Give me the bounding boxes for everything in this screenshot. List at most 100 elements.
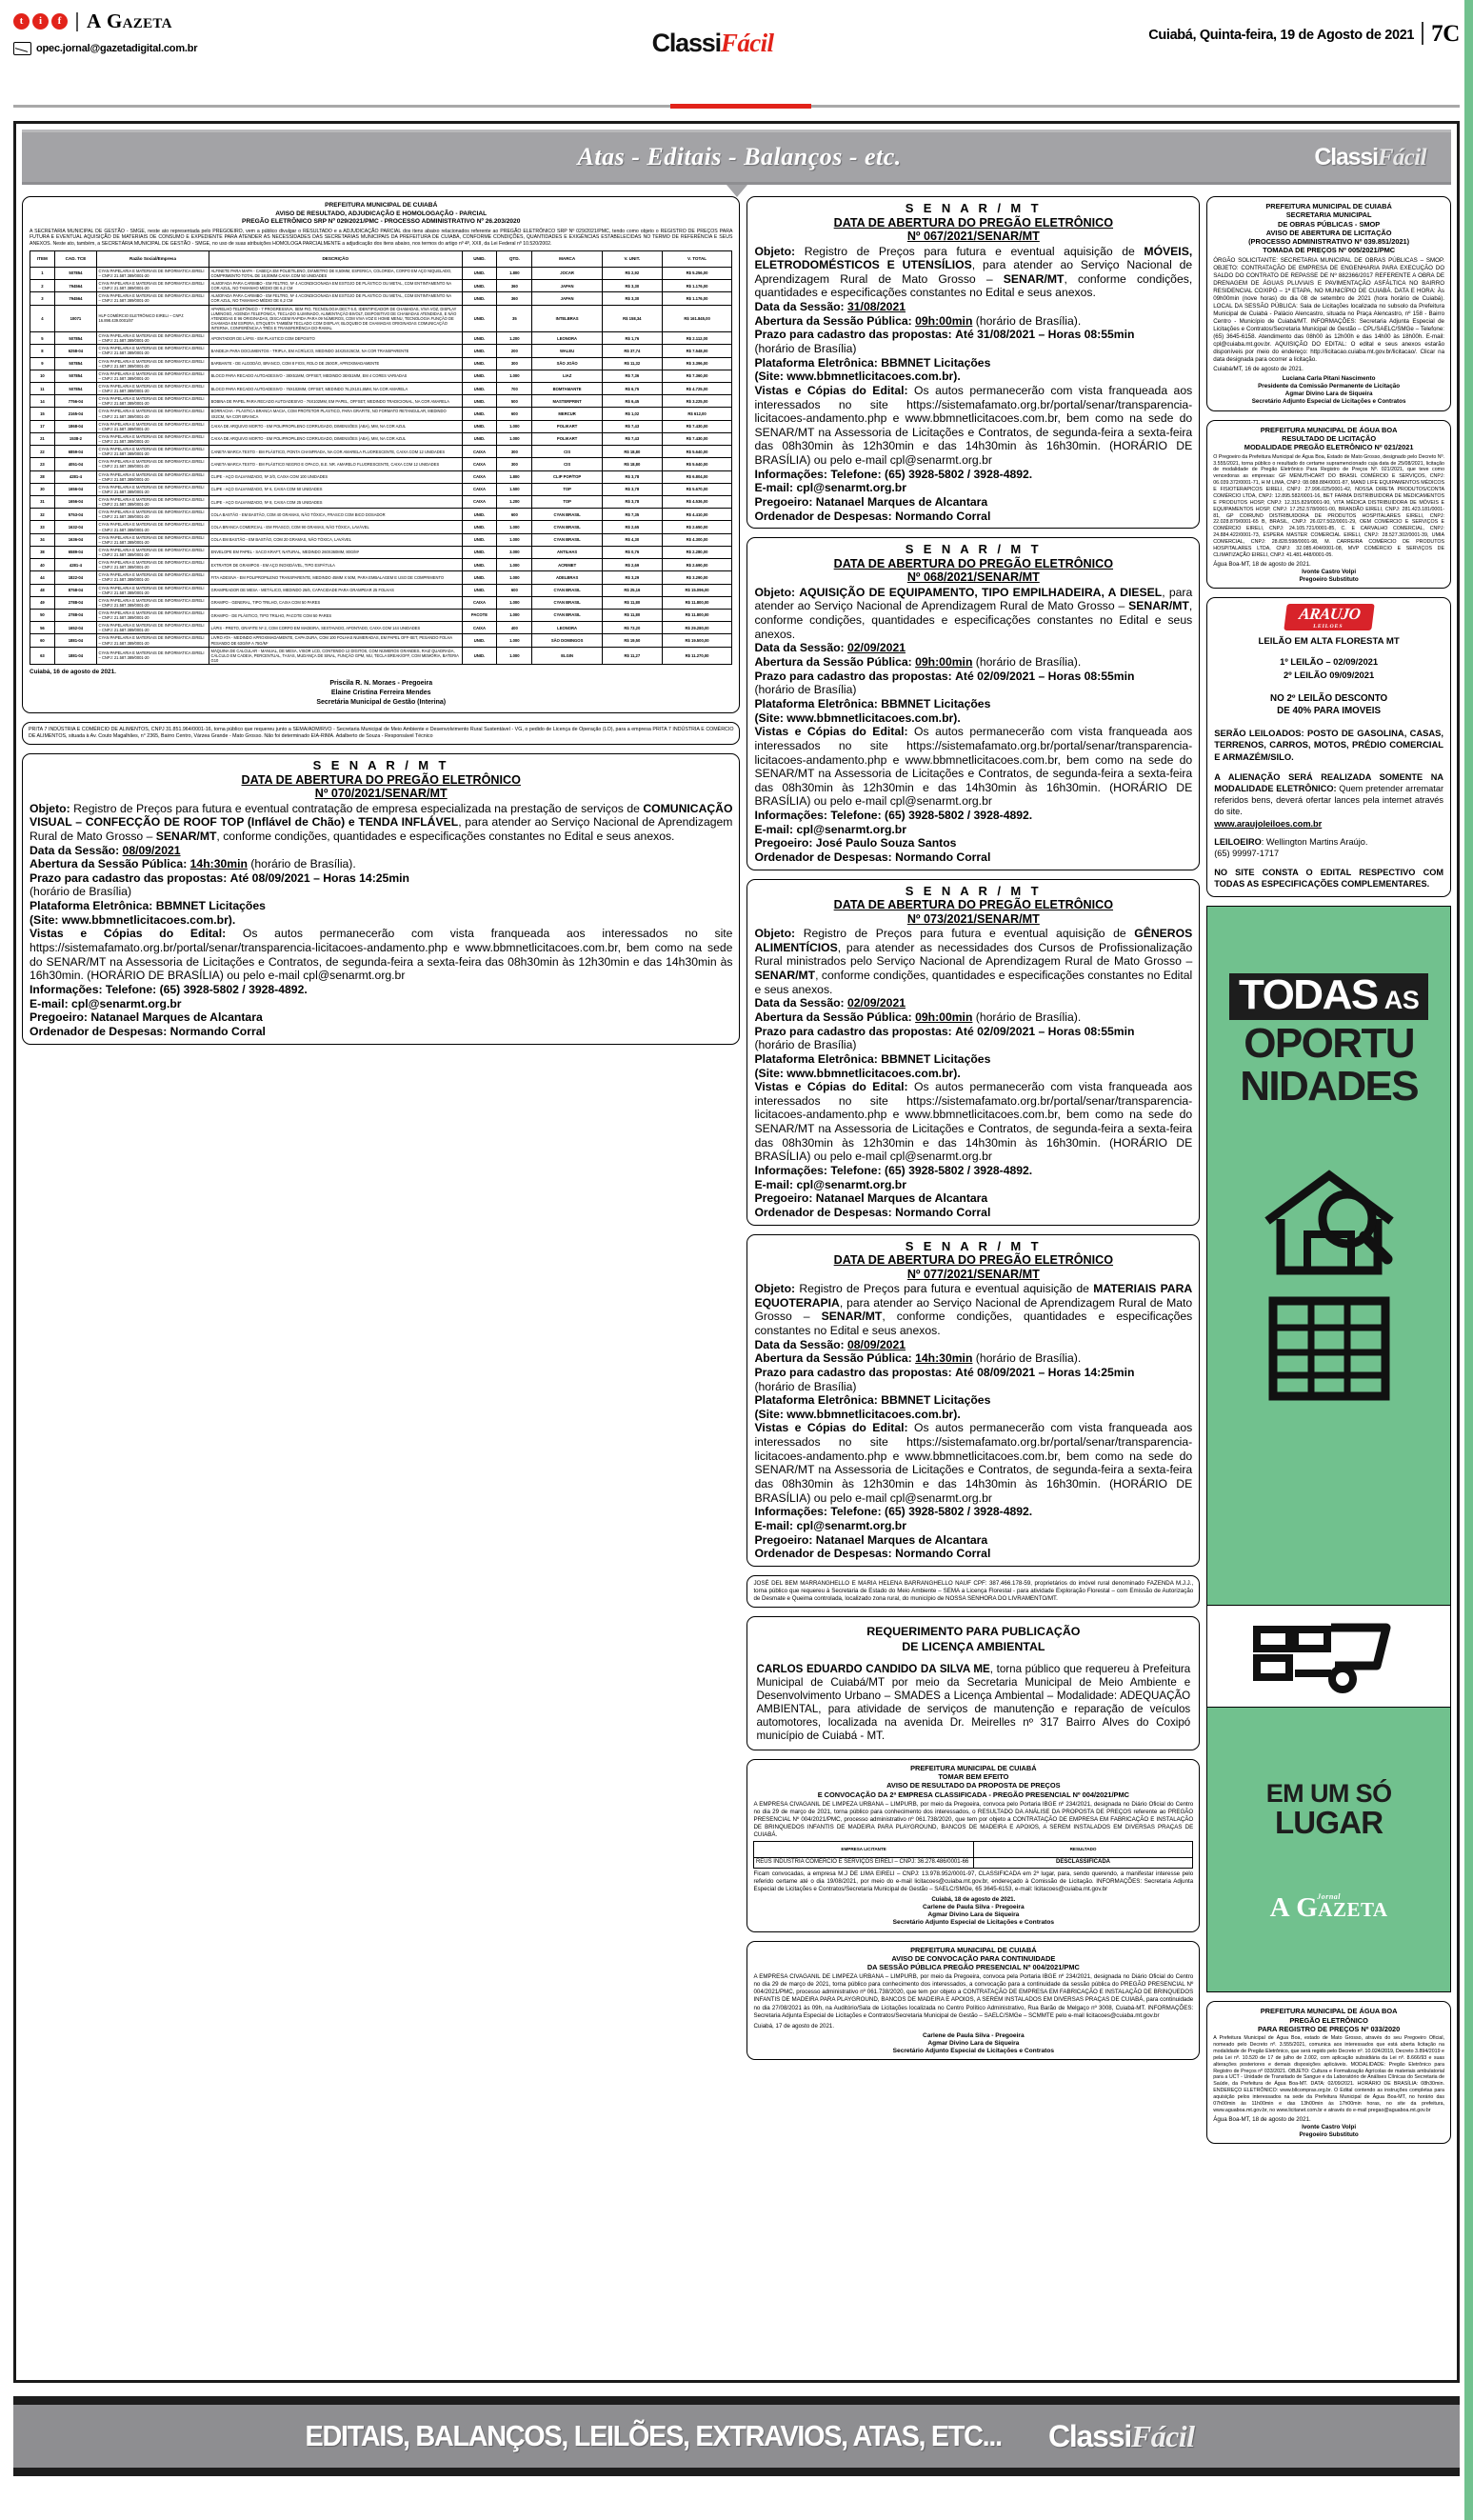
table-cell: 1.000 <box>496 532 533 547</box>
field-value: 02/09/2021 <box>847 641 906 655</box>
smop-heading: PREFEITURA MUNICIPAL DE CUIABÁ SECRETARIA… <box>1213 202 1444 255</box>
table-cell: CAIXA DE ARQUIVO MORTO - EM POLIPROPILEN… <box>209 431 463 447</box>
table-row: 63 1881-04 CYAN PAPELARIA E MATERIAIS DE I… <box>30 646 733 665</box>
table-cell: 1.800 <box>496 470 533 484</box>
table-cell: CYAN PAPELARIA E MATERIAIS DE INFORMATIC… <box>96 583 210 597</box>
senar-objeto: Objeto: AQUISIÇÃO DE EQUIPAMENTO, TIPO E… <box>754 585 1193 641</box>
table-cell: ADELBRAS <box>531 570 603 585</box>
table-cell: 1656-04 <box>53 494 98 510</box>
senar-heading: S E N A R / M T DATA DE ABERTURA DO PREGÃ… <box>30 758 732 801</box>
bidding-results-table: ITEM CAD. TCE Razão Social/Empresa DESCRIÇÃ… <box>30 250 733 665</box>
leilao-auctioneer: LEILOEIRO: Wellington Martins Araújo. (6… <box>1214 837 1443 860</box>
table-cell: 794564 <box>53 291 98 306</box>
field-value: BBMNET Licitações <box>881 696 991 710</box>
senar-pregoeiro: Pregoeiro: José Paulo Souza Santos <box>754 836 1192 850</box>
senar-email: E-mail: cpl@senarmt.org.br <box>754 1519 1192 1533</box>
table-cell: 8 <box>30 344 55 358</box>
field-value: BBMNET Licitações <box>881 1393 991 1408</box>
field-label: Abertura da Sessão Pública: <box>754 313 912 328</box>
leilao-site-link[interactable]: www.araujoleiloes.com.br <box>1214 818 1323 829</box>
field-value: 09h:00min <box>915 1010 973 1024</box>
leilao-modality: A ALIENAÇÃO SERÁ REALIZADA SOMENTE NA MO… <box>1214 772 1443 818</box>
table-cell: 60 <box>30 633 55 648</box>
field-value: (Site: www.bbmnetlicitacoes.com.br). <box>754 710 961 725</box>
senar-pregoeiro-text: Pregoeiro: Natanael Marques de Alcantara <box>754 1191 988 1206</box>
table-cell: R$ 3,78 <box>601 470 663 484</box>
table-cell: SÃO DOMINGOS <box>531 633 603 648</box>
table-cell: R$ 5.640,00 <box>661 445 733 459</box>
building-icon <box>1268 1296 1390 1401</box>
table-cell: 23 <box>30 457 55 471</box>
table-cell: UNID. <box>461 356 498 370</box>
table-cell: CYAN PAPELARIA E MATERIAIS DE INFORMATIC… <box>96 482 210 496</box>
email-row: opec.jornal@gazetadigital.com.br <box>13 42 375 55</box>
ad-todas-oportunidades[interactable]: TODAS AS OPORTU NIDADES <box>1206 906 1452 1607</box>
table-cell: 507854 <box>53 266 98 281</box>
senar-email: E-mail: cpl@senarmt.org.br <box>754 1178 1192 1192</box>
table-row: 49 2788-04 CYAN PAPELARIA E MATERIAIS DE I… <box>30 595 733 610</box>
table-cell: UNID. <box>461 646 498 665</box>
table-column-header: V. TOTAL <box>661 250 733 268</box>
table-row: 22 6859-04 CYAN PAPELARIA E MATERIAIS DE I… <box>30 445 733 459</box>
contact-email[interactable]: opec.jornal@gazetadigital.com.br <box>36 43 198 54</box>
table-cell: CLIP POP/TOP <box>531 470 603 484</box>
table-cell: R$ 7.430,00 <box>661 419 733 433</box>
table-cell: BANDEJA PARA DOCUMENTOS - TRIPLA, EM ACR… <box>209 344 463 358</box>
objeto-subject: COMUNICAÇÃO VISUAL – CONFECÇÃO DE ROOF T… <box>30 801 733 830</box>
table-cell: R$ 161.845,00 <box>661 304 733 333</box>
table-row: 3 794564 CYAN PAPELARIA E MATERIAIS DE INF… <box>30 291 733 306</box>
table-cell: 600 <box>496 508 533 522</box>
senar-ordenador: Ordenador de Despesas: Normando Corral <box>754 850 1192 865</box>
gazeta-brand-part1: A G <box>1269 1891 1319 1923</box>
facebook-icon[interactable]: f <box>51 13 68 30</box>
senar-site: (Site: www.bbmnetlicitacoes.com.br). <box>30 913 732 928</box>
table-cell: 2 <box>30 279 55 293</box>
table-cell: 600 <box>496 407 533 421</box>
table-row: 10 507854 CYAN PAPELARIA E MATERIAIS DE IN… <box>30 369 733 384</box>
instagram-icon[interactable]: i <box>32 13 49 30</box>
senar-body: Objeto: AQUISIÇÃO DE EQUIPAMENTO, TIPO E… <box>754 586 1192 865</box>
convocacao-head-line3: DA SESSÃO PÚBLICA PREGÃO PRESENCIAL Nº 0… <box>866 1963 1080 1972</box>
dateline-text: Cuiabá, Quinta-feira, 19 de Agosto de 20… <box>1148 28 1415 43</box>
ad-leilao-araujo[interactable]: ARAUJO LEILOES LEILÃO EM ALTA FLORESTA M… <box>1206 597 1452 898</box>
table-cell: 35 <box>496 304 533 333</box>
notice-licenca-ambiental: REQUERIMENTO PARA PUBLICAÇÃO DE LICENÇA … <box>746 1616 1201 1750</box>
pmc-head-line2: AVISO DE RESULTADO, ADJUDICAÇÃO E HOMOLO… <box>275 210 488 217</box>
signature-line: Secretária Municipal de Gestão (Interina… <box>316 699 447 707</box>
leilao-dates: 1º LEILÃO – 02/09/2021 2º LEILÃO 09/09/2… <box>1214 655 1443 681</box>
convocacao-head-line1: PREFEITURA MUNICIPAL DE CUIABÁ <box>910 1945 1037 1954</box>
field-value: (Site: www.bbmnetlicitacoes.com.br). <box>754 1066 961 1080</box>
table-cell: UNID. <box>461 532 498 547</box>
table-cell: 63 <box>30 646 55 665</box>
senar-data-sessao: Data da Sessão: 02/09/2021 <box>754 996 1192 1010</box>
table-row: 50 2788-04 CYAN PAPELARIA E MATERIAIS DE I… <box>30 608 733 623</box>
field-label: Abertura da Sessão Pública: <box>754 1010 912 1024</box>
senar-prazo: Prazo para cadastro das propostas: Até 3… <box>754 328 1192 342</box>
signature-line: Ivonte Castro Volpi <box>1302 568 1357 575</box>
reus-place: Cuiabá, 18 de agosto de 2021. <box>931 1895 1016 1903</box>
table-cell: CYAN PAPELARIA E MATERIAIS DE INFORMATIC… <box>96 595 210 610</box>
senar-abertura: Abertura da Sessão Pública: 09h:00min (h… <box>754 655 1082 670</box>
table-cell: R$ 11.800,00 <box>661 595 733 610</box>
table-cell: UNID. <box>461 545 498 560</box>
table-cell: 700 <box>496 382 533 396</box>
table-column-header: RESULTADO <box>972 1841 1194 1859</box>
table-cell: CYAN PAPELARIA E MATERIAIS DE INFORMATIC… <box>96 646 210 665</box>
table-row: 34 1636-04 CYAN PAPELARIA E MATERIAIS DE I… <box>30 532 733 547</box>
table-cell: R$ 4.725,00 <box>661 382 733 396</box>
field-value: (Site: www.bbmnetlicitacoes.com.br). <box>30 912 236 927</box>
table-cell: R$ 7.548,00 <box>661 344 733 358</box>
field-label: Plataforma Eletrônica: <box>754 1051 878 1066</box>
senar-email-text: E-mail: cpl@senarmt.org.br <box>754 1177 906 1191</box>
ad-em-um-so-lugar[interactable]: EM UM SÓ LUGAR Jornal A GAZETA <box>1206 1707 1452 1993</box>
table-cell: R$ 7.360,00 <box>661 369 733 384</box>
table-cell: R$ 29.280,00 <box>661 621 733 635</box>
table-cell: 1.200 <box>496 331 533 346</box>
table-cell: R$ 11,80 <box>601 608 663 623</box>
twitter-icon[interactable]: t <box>13 13 30 30</box>
table-cell: 300 <box>496 457 533 471</box>
table-cell: CYAN PAPELARIA E MATERIAIS DE INFORMATIC… <box>96 494 210 510</box>
shopping-cart-icon <box>1252 1623 1391 1694</box>
field-label: Vistas e Cópias do Edital: <box>754 383 908 397</box>
field-value: BBMNET Licitações <box>155 899 266 913</box>
